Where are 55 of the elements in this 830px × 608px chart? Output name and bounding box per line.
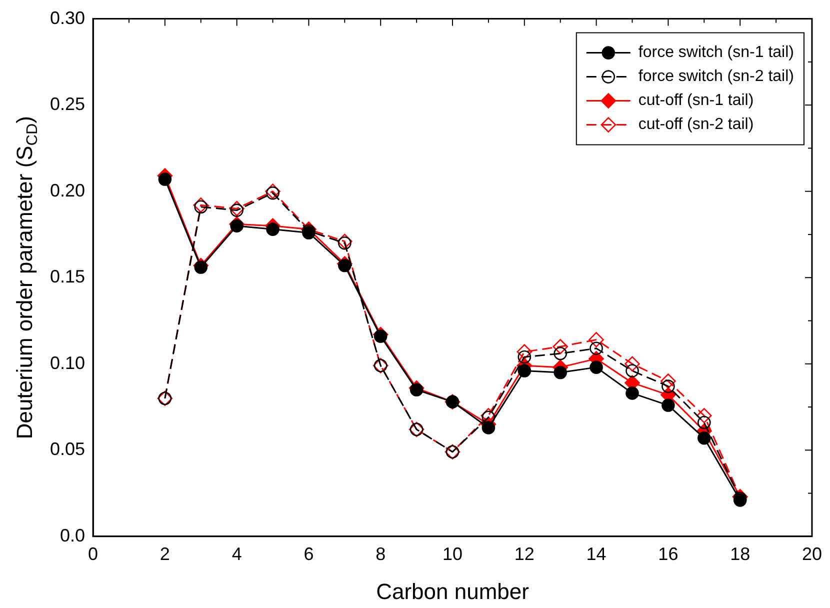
x-axis-title: Carbon number	[376, 579, 529, 604]
y-tick-label: 0.15	[50, 266, 86, 287]
x-tick-label: 12	[514, 544, 534, 564]
y-axis-title: Deuterium order parameter (SCD)	[12, 116, 41, 440]
point	[338, 258, 352, 272]
y-tick-label: 0.20	[50, 180, 86, 200]
point	[660, 373, 676, 389]
y-tick-label: 0.05	[50, 439, 86, 460]
point	[374, 330, 388, 343]
x-tick-label: 4	[232, 544, 242, 564]
x-tick-label: 18	[730, 544, 750, 564]
x-tick-label: 6	[304, 544, 314, 564]
point	[158, 172, 172, 186]
point	[194, 200, 208, 214]
point	[482, 421, 496, 434]
point	[194, 260, 208, 274]
point	[193, 197, 209, 213]
point	[516, 344, 532, 360]
point	[626, 364, 639, 378]
legend-label: cut-off (sn-2 tail)	[638, 116, 754, 134]
point	[626, 386, 639, 400]
point	[697, 416, 711, 430]
point	[662, 398, 675, 412]
point	[230, 219, 244, 232]
legend-label: force switch (sn-2 tail)	[638, 68, 794, 86]
x-tick-label: 0	[88, 544, 98, 564]
x-tick-label: 8	[376, 544, 386, 564]
point	[590, 342, 603, 355]
point	[624, 356, 640, 372]
point	[229, 200, 244, 216]
legend-label: cut-off (sn-1 tail)	[638, 92, 754, 110]
x-tick-label: 2	[160, 544, 170, 564]
y-tick-label: 0.30	[50, 8, 86, 28]
point	[554, 366, 568, 380]
point	[518, 364, 532, 378]
point	[266, 222, 280, 236]
y-tick-label: 0.10	[50, 352, 86, 373]
point	[230, 204, 244, 217]
x-tick-label: 20	[802, 544, 822, 564]
point	[696, 408, 712, 424]
point	[588, 332, 604, 348]
point	[518, 350, 532, 364]
y-tick-label: 0.25	[50, 94, 86, 114]
point	[482, 410, 496, 424]
y-tick-label: 0.0	[60, 525, 86, 546]
x-tick-label: 10	[442, 544, 463, 564]
point	[552, 338, 568, 354]
point	[554, 346, 568, 360]
x-tick-label: 16	[658, 544, 678, 564]
legend-label: force switch (sn-1 tail)	[638, 44, 794, 62]
point	[662, 380, 675, 393]
point	[697, 431, 711, 445]
point	[590, 360, 603, 374]
point	[410, 383, 424, 396]
x-tick-label: 14	[586, 544, 606, 564]
